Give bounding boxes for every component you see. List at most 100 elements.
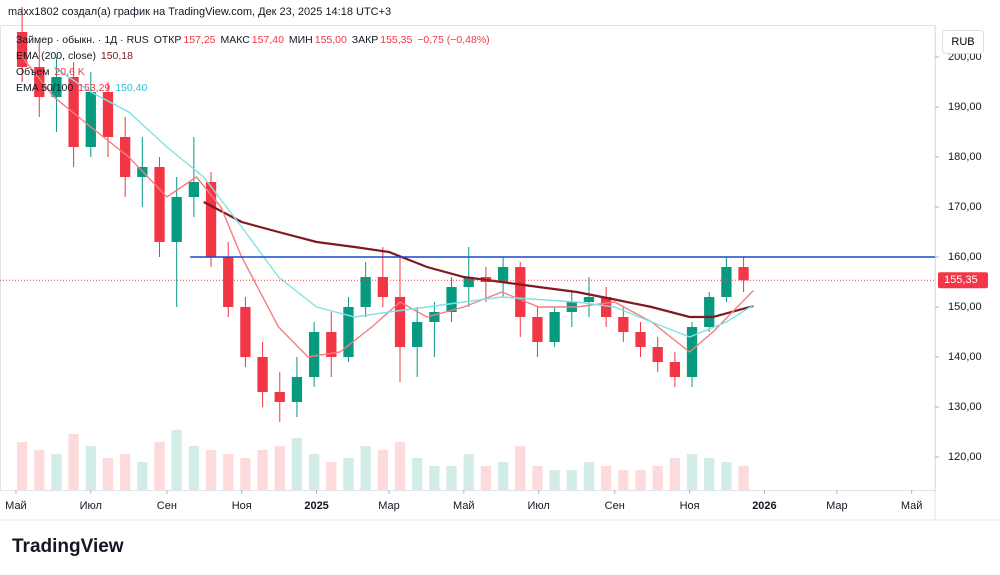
close-value: 155,35	[380, 34, 413, 46]
volume-bar	[223, 454, 234, 490]
candle-body	[343, 307, 354, 357]
volume-bar	[291, 438, 303, 490]
volume-bar	[497, 462, 509, 490]
candle-body	[16, 32, 28, 67]
volume-bar	[360, 446, 371, 490]
candle-body	[120, 137, 131, 177]
attribution: maxx1802 создал(а) график на TradingView…	[8, 6, 392, 18]
candle-body	[704, 297, 715, 327]
volume-label: Объем	[16, 66, 50, 78]
volume-bar	[16, 442, 28, 490]
currency-button[interactable]: RUB	[942, 30, 984, 54]
symbol: Займер · обыкн. · 1Д · RUS	[16, 34, 149, 46]
volume-bar	[34, 450, 45, 490]
volume-bar	[343, 458, 354, 490]
volume-bar	[429, 466, 440, 490]
ema200-value: 150,18	[100, 50, 133, 62]
volume-bar	[326, 462, 337, 490]
candle-body	[549, 312, 560, 342]
x-tick-label: Июл	[80, 500, 102, 512]
y-tick-label: 140,00	[948, 351, 982, 363]
volume-bar	[188, 446, 200, 490]
candle-body	[686, 327, 698, 377]
y-tick-label: 120,00	[948, 451, 982, 463]
candle-body	[102, 92, 114, 137]
volume-bar	[137, 462, 148, 490]
volume-bar	[549, 470, 560, 490]
ema-line	[21, 56, 754, 358]
candle-body	[669, 362, 681, 377]
candle-body	[601, 297, 612, 317]
x-tick-label: 2026	[752, 500, 776, 512]
volume-bar	[721, 462, 732, 490]
candle-body	[326, 332, 337, 357]
candle-body	[394, 297, 406, 347]
low-label: МИН	[288, 34, 313, 46]
open-label: ОТКР	[153, 34, 182, 46]
x-tick-label: Май	[5, 500, 27, 512]
candle-body	[412, 322, 423, 347]
ema-line	[203, 201, 754, 319]
volume-bar	[652, 466, 663, 490]
open-value: 157,25	[183, 34, 216, 46]
volume-bar	[532, 466, 543, 490]
volume-bar	[480, 466, 492, 490]
volume-bar	[257, 450, 268, 490]
y-tick-label: 190,00	[948, 101, 982, 113]
candle-body	[240, 307, 251, 357]
candle-body	[635, 332, 646, 347]
candle-body	[446, 287, 457, 312]
high-value: 157,40	[251, 34, 284, 46]
x-tick-label: 2025	[304, 500, 328, 512]
volume-bar	[205, 450, 217, 490]
x-tick-label: Мар	[826, 500, 848, 512]
x-tick-label: Ноя	[232, 500, 252, 512]
volume-bar	[394, 442, 406, 490]
candle-body	[463, 277, 474, 287]
ema200-label: EMA (200, close)	[16, 50, 96, 62]
volume-bar	[686, 454, 698, 490]
candle-body	[738, 267, 749, 281]
legend-row: EMA (200, close) 150,18	[16, 48, 492, 64]
volume-bar	[274, 446, 285, 490]
volume-bar	[154, 442, 165, 490]
candle-body	[583, 297, 595, 302]
x-tick-label: Ноя	[680, 500, 700, 512]
candle-body	[652, 347, 663, 362]
legend-row: Займер · обыкн. · 1Д · RUS ОТКР 157,25 МА…	[16, 32, 492, 48]
volume-bar	[704, 458, 715, 490]
legend-row: EMA 50/100 153,29 150,40	[16, 80, 492, 96]
volume-bar	[583, 462, 595, 490]
ema-label: EMA 50/100	[16, 82, 74, 94]
volume-bar	[102, 458, 114, 490]
volume-bar	[566, 470, 577, 490]
last-price-label: 155,35	[944, 274, 978, 286]
volume-bar	[669, 458, 681, 490]
x-tick-label: Сен	[605, 500, 625, 512]
candle-body	[618, 317, 629, 332]
candle-body	[721, 267, 732, 297]
candle-body	[34, 67, 45, 97]
candle-body	[429, 312, 440, 322]
ema100-value: 150,40	[115, 82, 148, 94]
ema50-value: 153,29	[78, 82, 111, 94]
volume-bar	[68, 434, 79, 490]
candle-body	[377, 277, 388, 297]
change: −0,75 (−0,48%)	[417, 34, 490, 46]
candle-body	[515, 267, 526, 317]
candle-body	[360, 277, 371, 307]
candle-body	[205, 182, 217, 257]
x-tick-label: Июл	[527, 500, 549, 512]
volume-bar	[308, 454, 320, 490]
ema-line	[53, 66, 754, 338]
volume-bar	[85, 446, 96, 490]
volume-bar	[738, 466, 749, 490]
y-tick-label: 160,00	[948, 251, 982, 263]
volume-bar	[463, 454, 474, 490]
candle-body	[51, 77, 62, 97]
volume-bar	[377, 450, 388, 490]
candle-body	[308, 332, 320, 377]
candle-body	[274, 392, 285, 402]
